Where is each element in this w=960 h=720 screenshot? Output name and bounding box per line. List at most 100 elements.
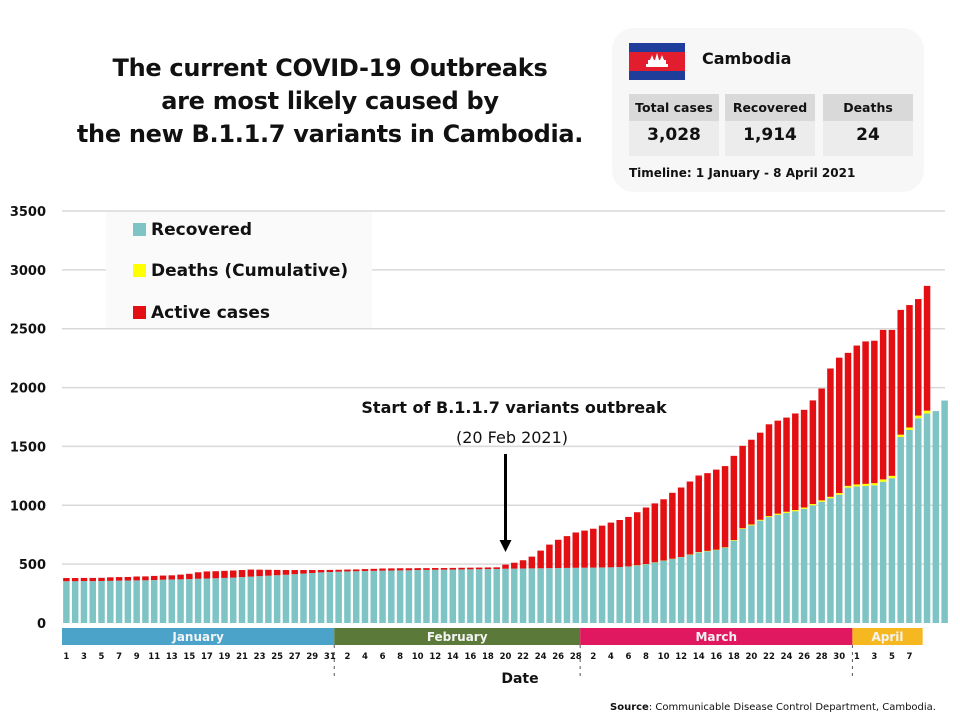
- bar-active: [800, 409, 808, 508]
- y-tick-label: 3000: [10, 264, 46, 279]
- x-tick-label: 25: [271, 652, 283, 662]
- bar-recovered: [897, 437, 904, 623]
- bar-active: [633, 512, 641, 566]
- bar-recovered: [256, 576, 263, 623]
- bar-recovered: [449, 569, 457, 623]
- bar-active: [818, 388, 825, 501]
- bar-active: [467, 567, 474, 570]
- bar-recovered: [730, 540, 738, 623]
- x-tick-label: 15: [183, 652, 195, 662]
- bar-deaths: [783, 511, 790, 513]
- headline: The current COVID-19 Outbreaks are most …: [50, 52, 610, 151]
- bar-active: [431, 568, 439, 570]
- bar-recovered: [827, 498, 834, 623]
- x-tick-label: 12: [429, 652, 441, 662]
- bar-deaths: [923, 410, 931, 414]
- y-tick-label: 3500: [10, 205, 46, 220]
- bar-active: [405, 568, 413, 571]
- bar-active: [651, 503, 659, 563]
- bar-active: [774, 420, 781, 514]
- x-axis-ticks: 1 3 5 7 9 11 13 15 17 19 21 23 25 27 29 31 2 4 6 8 10 12 14 16 1…: [63, 645, 913, 676]
- bar-active: [721, 466, 729, 548]
- y-tick-label: 0: [37, 617, 46, 632]
- bar-active: [704, 473, 711, 551]
- x-tick-label: 8: [397, 652, 403, 662]
- x-tick-label: 20: [745, 652, 757, 662]
- bar-active: [335, 569, 342, 572]
- y-tick-label: 2000: [10, 382, 46, 397]
- bar-active: [379, 568, 386, 571]
- x-tick-label: 28: [816, 652, 828, 662]
- bar-active: [686, 481, 694, 555]
- bar-recovered: [554, 568, 562, 623]
- bar-active: [879, 329, 887, 480]
- bar-active: [871, 340, 878, 484]
- bar-deaths: [765, 515, 773, 518]
- stat-label: Deaths: [823, 94, 913, 121]
- bar-deaths: [879, 479, 887, 482]
- bar-active: [63, 578, 70, 582]
- bar-recovered: [844, 487, 852, 623]
- bar-recovered: [923, 413, 931, 623]
- bar-deaths: [800, 507, 808, 509]
- bar-recovered: [370, 570, 378, 623]
- x-tick-label: 18: [482, 652, 494, 662]
- legend-label-active: Active cases: [151, 303, 270, 323]
- legend-swatch-recovered: [133, 223, 146, 236]
- bar-active: [809, 400, 817, 504]
- bar-recovered: [502, 568, 509, 623]
- x-tick-label: 2: [344, 652, 350, 662]
- bar-active: [730, 455, 738, 541]
- bar-recovered: [686, 554, 694, 623]
- bar-active: [844, 352, 852, 486]
- bar-recovered: [704, 551, 711, 623]
- bar-recovered: [230, 577, 237, 623]
- headline-line-1: The current COVID-19 Outbreaks: [112, 54, 548, 82]
- bar-recovered: [941, 400, 948, 623]
- bar-recovered: [247, 576, 255, 623]
- bar-active: [765, 424, 773, 517]
- bar-active: [581, 530, 588, 568]
- bar-active: [309, 570, 316, 573]
- bar-active: [124, 576, 132, 581]
- bar-active: [607, 522, 615, 568]
- bar-active: [212, 571, 219, 579]
- bar-recovered: [642, 564, 650, 623]
- bar-active: [80, 577, 88, 582]
- stat-recovered: Recovered 1,914: [725, 94, 815, 156]
- x-tick-label: 14: [447, 652, 459, 662]
- bar-active: [677, 487, 685, 557]
- bar-active: [449, 567, 457, 570]
- bar-deaths: [906, 427, 913, 430]
- x-tick-label: 23: [254, 652, 266, 662]
- bar-active: [660, 499, 667, 561]
- bar-recovered: [396, 570, 404, 623]
- bar-active: [853, 345, 861, 485]
- bar-recovered: [572, 567, 580, 623]
- bar-active: [282, 570, 290, 575]
- bar-active: [756, 432, 764, 520]
- bar-recovered: [590, 567, 597, 623]
- bar-active: [115, 577, 123, 581]
- bar-recovered: [282, 574, 290, 623]
- bar-recovered: [835, 494, 843, 623]
- bar-active: [89, 577, 96, 582]
- bar-active: [142, 576, 149, 581]
- bar-recovered: [458, 569, 465, 623]
- bar-recovered: [906, 429, 913, 623]
- x-tick-label: 31: [324, 652, 336, 662]
- x-tick-label: 3: [81, 652, 87, 662]
- bar-active: [554, 539, 562, 569]
- y-tick-label: 500: [19, 558, 46, 573]
- bar-recovered: [616, 567, 623, 623]
- legend-background: [106, 212, 372, 328]
- bar-recovered: [423, 569, 430, 623]
- bar-recovered: [888, 478, 896, 623]
- bar-active: [493, 567, 500, 569]
- annotation-date: (20 Feb 2021): [456, 428, 568, 447]
- x-tick-label: 4: [608, 652, 614, 662]
- bar-active: [159, 575, 167, 580]
- x-tick-label: 1: [63, 652, 69, 662]
- country-name: Cambodia: [702, 49, 792, 68]
